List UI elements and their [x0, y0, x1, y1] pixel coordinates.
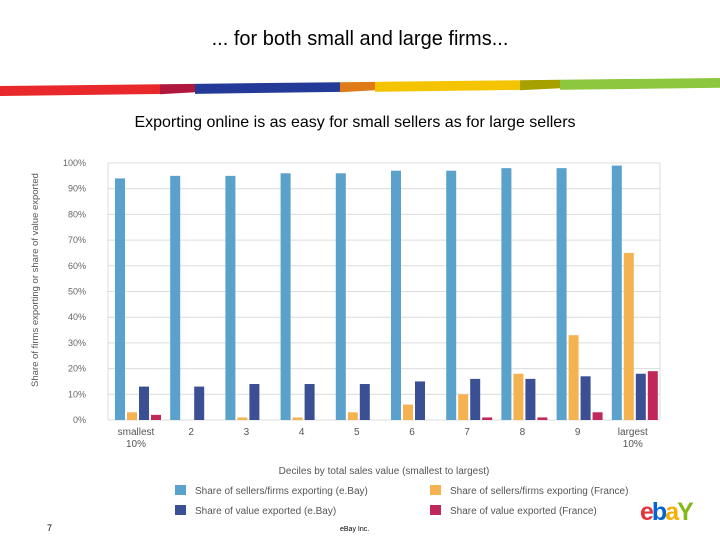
bar	[170, 175, 181, 420]
y-tick-label: 90%	[68, 184, 86, 194]
bar	[280, 173, 291, 420]
y-tick-label: 10%	[68, 389, 86, 399]
bar	[237, 417, 248, 420]
legend-label: Share of sellers/firms exporting (e.Bay)	[195, 486, 368, 497]
bar	[304, 384, 315, 420]
bar	[525, 378, 536, 420]
stripe-segment	[340, 81, 375, 93]
ebay-logo: ebaY	[640, 497, 700, 527]
color-stripe-decoration	[0, 78, 720, 96]
bar	[347, 412, 358, 420]
stripe-segment	[160, 83, 195, 95]
y-axis-label: Share of firms exporting or share of val…	[30, 173, 41, 387]
x-category-sublabel: 10%	[126, 439, 146, 450]
bar	[127, 412, 137, 420]
bar	[359, 384, 370, 420]
bar	[225, 175, 236, 420]
x-category-label: 8	[520, 427, 526, 438]
y-tick-label: 50%	[68, 287, 86, 297]
x-category-label: largest	[618, 427, 648, 438]
bar	[403, 404, 413, 420]
bar	[635, 373, 646, 420]
y-tick-label: 30%	[68, 338, 86, 348]
bar	[537, 417, 548, 420]
company-footer: eBay Inc.	[340, 526, 370, 533]
logo-letter-e: e	[640, 498, 654, 526]
bar	[580, 376, 591, 420]
x-category-label: 7	[464, 427, 470, 438]
x-category-label: 4	[299, 427, 305, 438]
chart-subtitle: Exporting online is as easy for small se…	[134, 114, 576, 131]
bar	[611, 165, 622, 420]
bar	[568, 335, 579, 420]
bar	[194, 386, 205, 420]
x-axis-label: Deciles by total sales value (smallest t…	[279, 466, 490, 477]
x-category-label: 5	[354, 427, 360, 438]
y-tick-label: 40%	[68, 312, 86, 322]
logo-letter-y: Y	[677, 498, 694, 526]
legend-label: Share of sellers/firms exporting (France…	[450, 486, 628, 497]
bar	[592, 412, 603, 420]
stripe-segment	[560, 78, 720, 90]
bar	[501, 168, 512, 420]
legend-swatch	[175, 485, 186, 495]
legend-label: Share of value exported (e.Bay)	[195, 506, 336, 517]
y-tick-label: 60%	[68, 261, 86, 271]
y-tick-label: 80%	[68, 209, 86, 219]
x-category-label: 2	[188, 427, 194, 438]
y-tick-label: 20%	[68, 364, 86, 374]
legend-label: Share of value exported (France)	[450, 506, 597, 517]
bar	[470, 378, 481, 420]
x-category-sublabel: 10%	[623, 439, 643, 450]
bar	[647, 371, 658, 420]
stripe-segment	[375, 80, 520, 92]
bar	[623, 252, 634, 420]
y-tick-label: 0%	[73, 415, 86, 425]
bar	[513, 373, 524, 420]
bar	[151, 414, 161, 420]
x-category-label: 3	[244, 427, 250, 438]
y-tick-label: 70%	[68, 235, 86, 245]
y-tick-label: 100%	[63, 158, 86, 168]
logo-letter-a: a	[665, 498, 679, 526]
x-category-label: 6	[409, 427, 415, 438]
bar	[292, 417, 303, 420]
logo-letter-b: b	[651, 498, 667, 526]
bar	[446, 170, 457, 420]
legend-swatch	[430, 505, 441, 515]
bar	[249, 384, 260, 420]
legend-swatch	[175, 505, 186, 515]
bar	[335, 173, 346, 420]
x-category-label: smallest	[118, 427, 155, 438]
stripe-segment	[0, 84, 160, 96]
legend-swatch	[430, 485, 441, 495]
stripe-segment	[195, 82, 340, 94]
bar	[482, 417, 493, 420]
page-number: 7	[47, 523, 53, 533]
x-category-label: 9	[575, 427, 581, 438]
stripe-segment	[520, 79, 560, 91]
bar	[556, 168, 567, 420]
bar	[391, 170, 401, 420]
bar	[139, 386, 149, 420]
bar	[115, 178, 125, 420]
slide-title: ... for both small and large firms...	[211, 28, 509, 50]
bar	[458, 394, 469, 420]
bar	[415, 381, 425, 420]
